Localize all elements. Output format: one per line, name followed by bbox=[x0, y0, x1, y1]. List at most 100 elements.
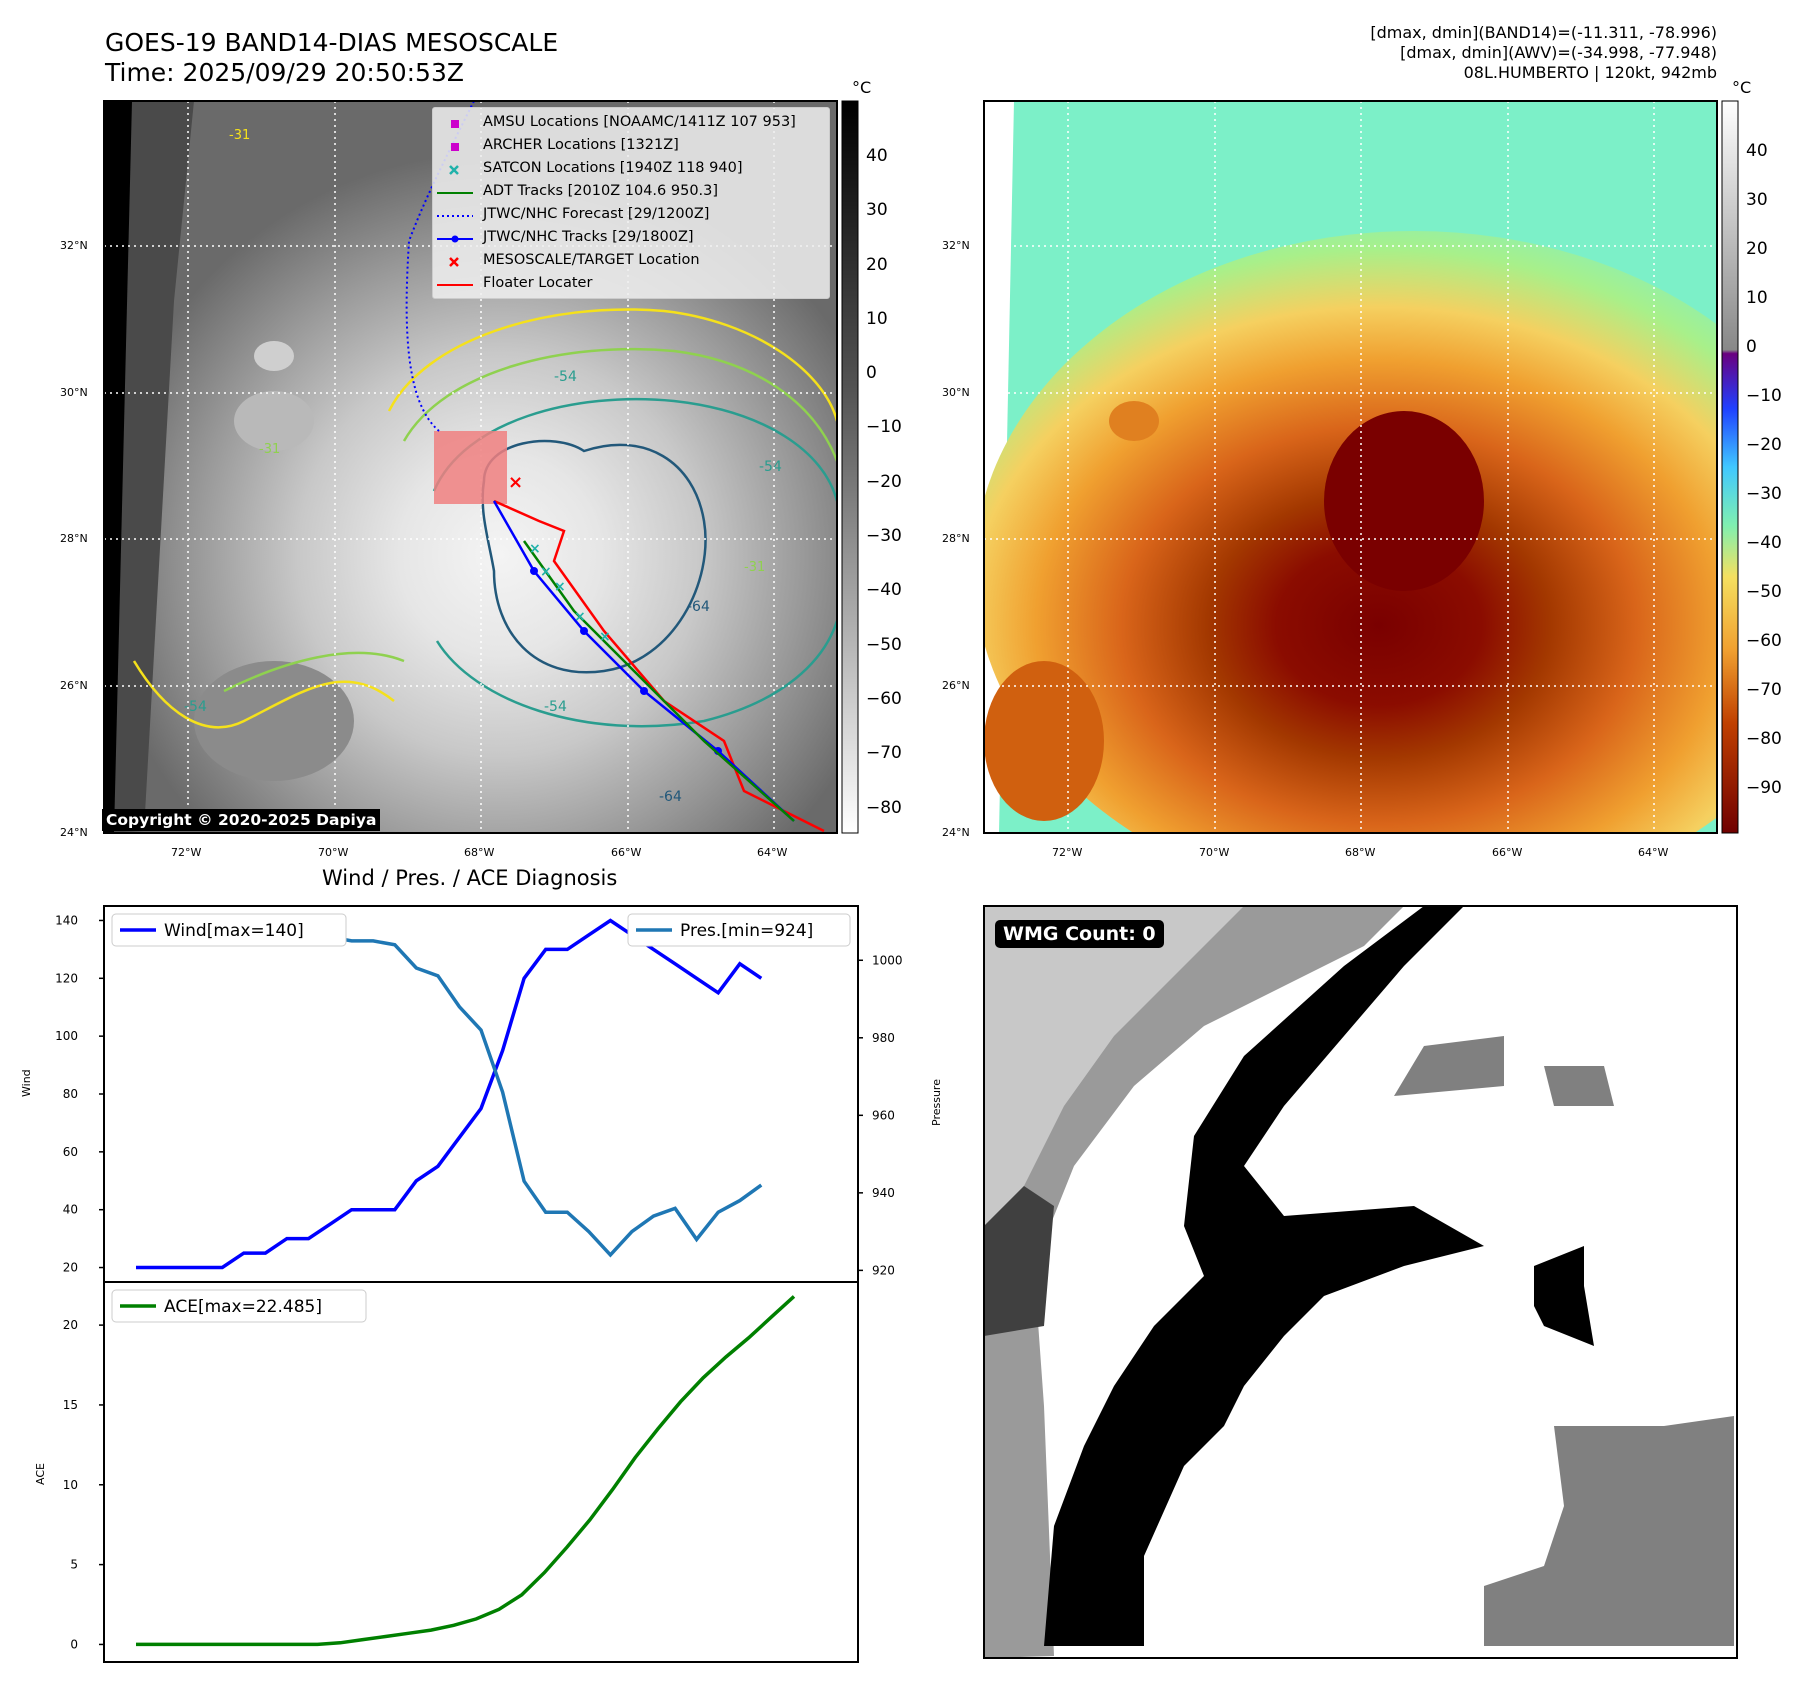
colorbar-tick: −10 bbox=[1746, 386, 1782, 406]
colorbar-tick: 40 bbox=[866, 146, 888, 166]
lat-label: 30°N bbox=[942, 386, 970, 399]
legend-item: ARCHER Locations [1321Z] bbox=[433, 135, 829, 157]
colorbar-tick: 20 bbox=[866, 255, 888, 275]
lon-label: 64°W bbox=[757, 846, 788, 859]
contour-label: -54 bbox=[544, 699, 567, 715]
green-line-icon bbox=[437, 192, 473, 194]
contour-label: -54 bbox=[759, 459, 782, 475]
magenta-square-icon bbox=[451, 120, 459, 128]
lat-label: 26°N bbox=[942, 679, 970, 692]
contour-label: -31 bbox=[259, 442, 280, 457]
wind-legend: Wind[max=140] bbox=[111, 913, 347, 947]
contour-label: -54 bbox=[184, 699, 207, 715]
svg-text:×: × bbox=[599, 629, 611, 645]
colorbar-tick: −80 bbox=[866, 798, 902, 818]
legend-item: ADT Tracks [2010Z 104.6 950.3] bbox=[433, 181, 829, 203]
colorbar-tick: 10 bbox=[866, 309, 888, 329]
lon-label: 72°W bbox=[1052, 846, 1083, 859]
wind-tick-label: 60 bbox=[63, 1145, 78, 1159]
svg-text:×: × bbox=[554, 579, 566, 595]
lat-label: 28°N bbox=[942, 532, 970, 545]
contour-label: -64 bbox=[687, 599, 710, 615]
lat-label: 32°N bbox=[942, 239, 970, 252]
cyan-x-icon bbox=[449, 165, 459, 175]
legend-item: MESOSCALE/TARGET Location bbox=[433, 250, 829, 272]
ir-colorbar bbox=[841, 100, 859, 834]
colorbar-tick: −20 bbox=[866, 472, 902, 492]
colorbar-tick: −70 bbox=[866, 743, 902, 763]
contour-green bbox=[223, 347, 837, 693]
map-gridlines bbox=[984, 101, 1717, 833]
lat-label: 24°N bbox=[942, 826, 970, 839]
legend-item: JTWC/NHC Tracks [29/1800Z] bbox=[433, 227, 829, 249]
pressure-tick-label: 1000 bbox=[872, 953, 903, 967]
ace-series-line bbox=[136, 1295, 796, 1647]
mesoscale-target-box bbox=[434, 431, 507, 504]
floater-locater-line bbox=[493, 499, 825, 833]
ace-axis-label: ACE bbox=[34, 1463, 47, 1485]
wind-tick-label: 120 bbox=[55, 971, 78, 985]
legend-frame bbox=[111, 1289, 367, 1323]
contour-label: -31 bbox=[744, 560, 765, 575]
svg-text:×: × bbox=[529, 541, 541, 557]
contour-label: -64 bbox=[659, 789, 682, 805]
lon-label: 72°W bbox=[171, 846, 202, 859]
lat-label: 30°N bbox=[60, 386, 88, 399]
ace-tick-label: 20 bbox=[63, 1318, 78, 1332]
lat-label: 28°N bbox=[60, 532, 88, 545]
lat-label: 26°N bbox=[60, 679, 88, 692]
awv-colorbar bbox=[1721, 100, 1739, 834]
colorbar-tick: 0 bbox=[866, 363, 877, 383]
chart-timestamp: Time: 2025/09/29 20:50:53Z bbox=[105, 58, 464, 87]
contour-label: -54 bbox=[554, 369, 577, 385]
svg-text:×: × bbox=[540, 564, 552, 580]
colorbar-tick: −60 bbox=[1746, 631, 1782, 651]
colorbar-tick: 20 bbox=[1746, 239, 1768, 259]
ace-legend-label: ACE[max=22.485] bbox=[164, 1297, 322, 1317]
pressure-axis-label: Pressure bbox=[930, 1079, 943, 1126]
colorbar-tick: 30 bbox=[866, 200, 888, 220]
diagnosis-title: Wind / Pres. / ACE Diagnosis bbox=[322, 866, 618, 890]
jtwc-track-point bbox=[640, 687, 648, 695]
copyright-label: Copyright © 2020-2025 Dapiya bbox=[102, 809, 381, 831]
colorbar-tick: −40 bbox=[1746, 533, 1782, 553]
chart-title: GOES-19 BAND14-DIAS MESOSCALE bbox=[105, 28, 559, 57]
left-colorbar-unit: °C bbox=[852, 78, 872, 97]
ace-tick-label: 0 bbox=[70, 1637, 78, 1651]
contour-yellow bbox=[132, 308, 837, 729]
red-x-icon bbox=[449, 257, 459, 267]
colorbar-tick: −80 bbox=[1746, 729, 1782, 749]
legend-item: Floater Locater bbox=[433, 273, 829, 295]
lat-label: 32°N bbox=[60, 239, 88, 252]
colorbar-tick: −90 bbox=[1746, 778, 1782, 798]
adt-track-line bbox=[522, 540, 795, 822]
lon-label: 68°W bbox=[464, 846, 495, 859]
lon-label: 68°W bbox=[1345, 846, 1376, 859]
jtwc-track-point bbox=[580, 627, 588, 635]
pressure-legend: Pres.[min=924] bbox=[627, 913, 851, 947]
ace-chart: 0 5 10 15 20 ACE[max=22.485] bbox=[63, 1281, 859, 1663]
wind-legend-label: Wind[max=140] bbox=[164, 921, 304, 941]
legend-item: JTWC/NHC Forecast [29/1200Z] bbox=[433, 204, 829, 226]
lon-label: 66°W bbox=[1492, 846, 1523, 859]
colorbar-tick: 10 bbox=[1746, 288, 1768, 308]
satcon-markers: ××××× bbox=[529, 541, 611, 645]
map-legend: AMSU Locations [NOAAMC/1411Z 107 953] AR… bbox=[432, 107, 830, 299]
pressure-legend-label: Pres.[min=924] bbox=[680, 921, 813, 941]
colorbar-tick: −50 bbox=[1746, 582, 1782, 602]
colorbar-tick: −30 bbox=[866, 526, 902, 546]
wind-pressure-chart: 140 120 100 80 60 40 20 1000 980 960 940 920 Wind[ma… bbox=[55, 905, 903, 1283]
contour-blue bbox=[481, 439, 707, 674]
wind-tick-label: 40 bbox=[63, 1203, 78, 1217]
storm-info: 08L.HUMBERTO | 120kt, 942mb bbox=[1463, 63, 1717, 82]
wind-tick-label: 20 bbox=[63, 1261, 78, 1275]
right-colorbar-unit: °C bbox=[1732, 78, 1752, 97]
pressure-tick-label: 980 bbox=[872, 1031, 895, 1045]
colorbar-tick: 30 bbox=[1746, 190, 1768, 210]
colorbar-tick: −60 bbox=[866, 689, 902, 709]
blue-dotted-line-icon bbox=[437, 215, 473, 217]
colorbar-tick: −70 bbox=[1746, 680, 1782, 700]
pressure-tick-label: 940 bbox=[872, 1186, 895, 1200]
legend-frame bbox=[627, 913, 851, 947]
legend-item: SATCON Locations [1940Z 118 940] bbox=[433, 158, 829, 180]
